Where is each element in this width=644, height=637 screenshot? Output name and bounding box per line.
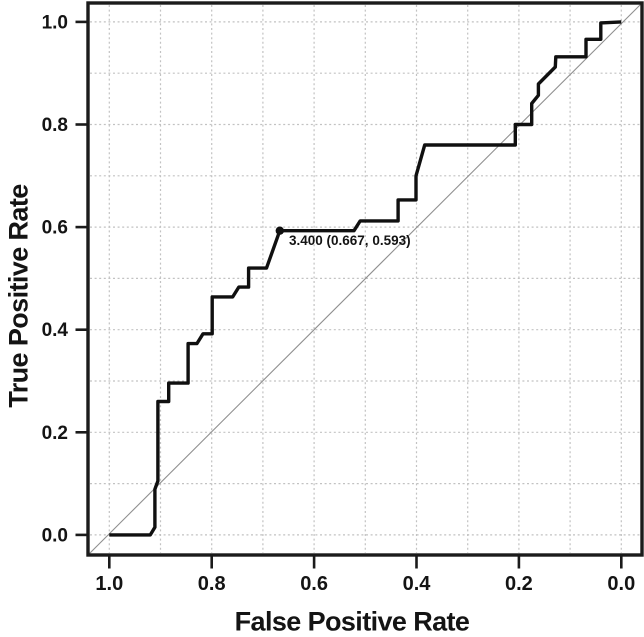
y-tick-label: 0.2: [42, 423, 68, 444]
y-tick-label: 0.8: [42, 115, 68, 136]
threshold-annotation: 3.400 (0.667, 0.593): [289, 233, 411, 248]
x-tick-label: 1.0: [95, 573, 123, 595]
plot-frame: [86, 1, 644, 557]
x-tick-label: 0.8: [198, 573, 226, 595]
x-tick-label: 0.4: [403, 573, 432, 595]
x-tick-label: 0.2: [505, 573, 533, 595]
x-tick-label: 0.0: [607, 573, 635, 595]
roc-curve-line: [109, 20, 622, 537]
y-tick-label: 1.0: [42, 12, 68, 33]
x-tick-label: 0.6: [300, 573, 328, 595]
y-tick-label: 0.0: [42, 525, 68, 546]
reference-diagonal-line: [87, 2, 643, 556]
y-tick-label: 0.4: [42, 320, 69, 341]
marked-point-dot: [275, 226, 284, 235]
y-tick-label: 0.6: [42, 218, 68, 239]
y-axis-title: True Positive Rate: [3, 184, 34, 408]
x-axis-title: False Positive Rate: [234, 606, 470, 637]
